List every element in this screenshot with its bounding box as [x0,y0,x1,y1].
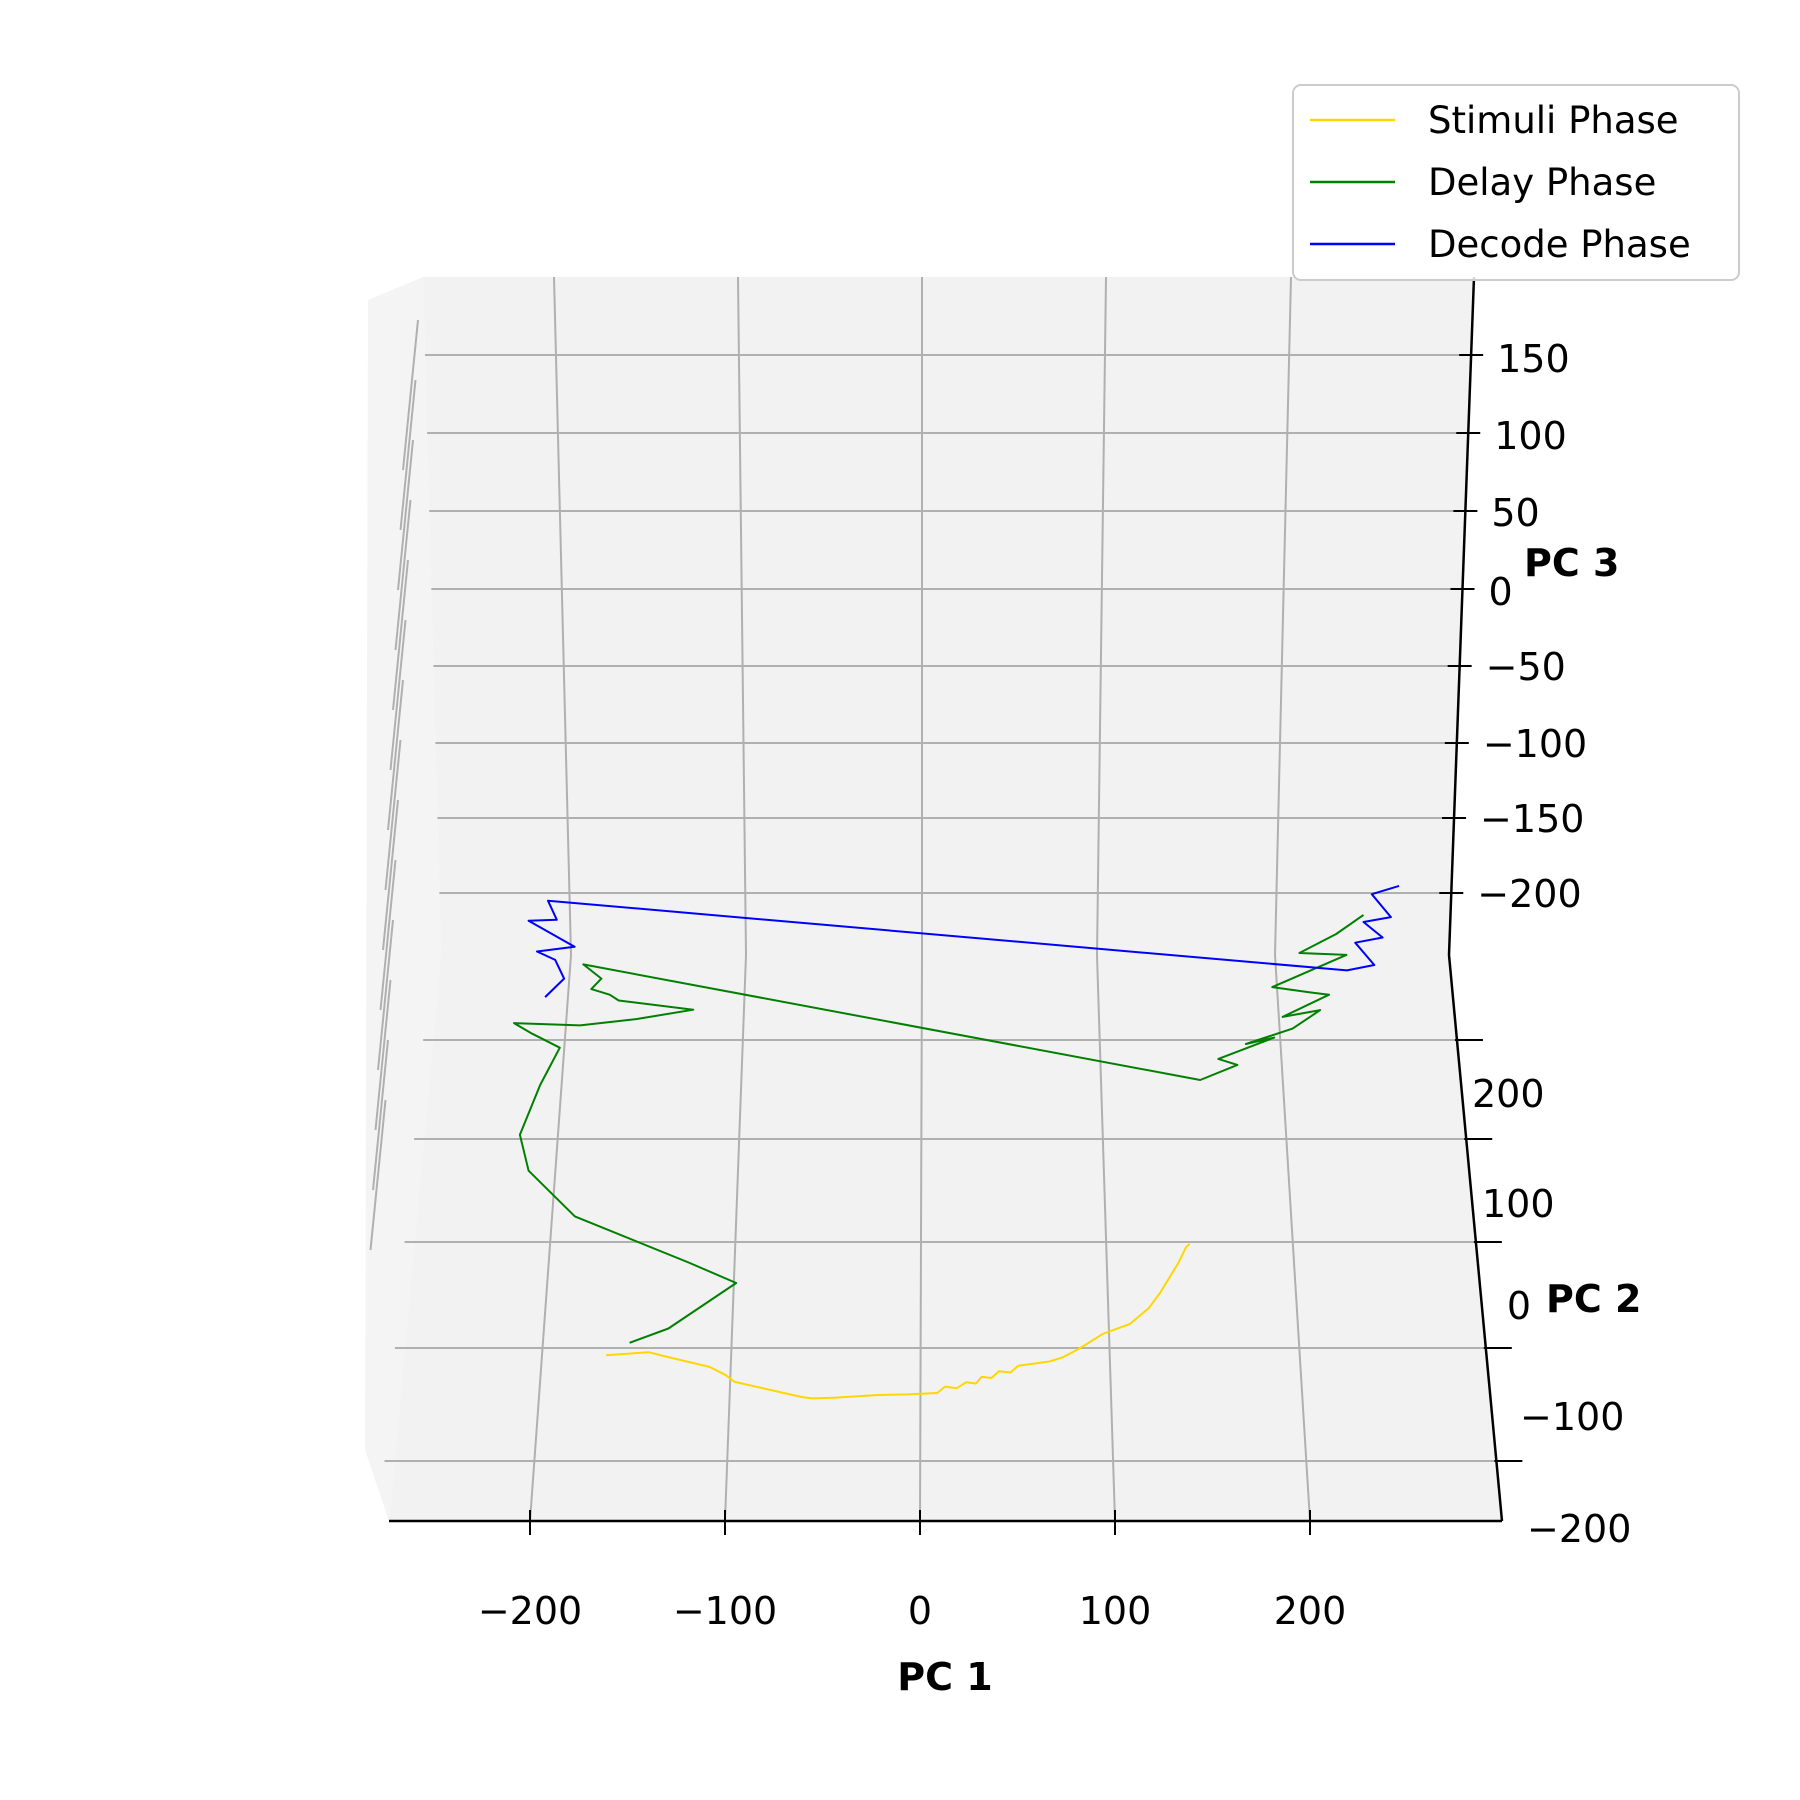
series-line-stimuli-phase [606,1243,1191,1400]
x-tick-label: 200 [1274,1589,1347,1633]
side-gridline [392,559,409,711]
y-tick-label: 200 [1472,1072,1545,1116]
tick-marks [529,354,1523,1535]
z-tick-label: 50 [1491,491,1539,535]
z-axis-title: PC 3 [1524,541,1619,585]
legend: Stimuli Phase Delay Phase Decode Phase [1292,84,1740,281]
side-gridline [399,379,417,531]
z-tick-label: −50 [1486,645,1566,689]
side-gridline [394,499,412,651]
side-gridline [397,439,414,591]
x-gridline-floor [1096,954,1116,1522]
z-tick-label: −100 [1483,722,1587,766]
side-gridline [402,319,419,471]
y-axis-line [1447,954,1504,1522]
x-gridline-floor [919,954,923,1522]
z-tick-label: 0 [1488,570,1512,614]
side-gridline [369,1099,387,1251]
y-tick-label: −200 [1527,1507,1631,1551]
x-gridline-floor [529,954,572,1522]
legend-label: Delay Phase [1428,161,1656,204]
floor-pane [389,955,1502,1521]
back-pane [423,277,1474,955]
z-axis-line [1447,276,1476,956]
legend-label: Decode Phase [1428,223,1691,266]
y-tick-label: 100 [1482,1182,1555,1226]
series-line-decode-phase [527,884,1400,998]
x-tick-label: −100 [673,1589,777,1633]
z-tick-label: 100 [1494,414,1567,458]
x-tick-label: −200 [478,1589,582,1633]
tick-labels: 150 100 50 0 −50 −100 −150 −200 −200 −100 0 100 200 2… [478,337,1632,1633]
legend-box [1292,84,1740,281]
side-gridline [377,919,394,1071]
x-gridline-floor [1274,954,1311,1522]
x-gridline-back [1274,276,1292,956]
z-tick-label: −150 [1480,797,1584,841]
y-tick-label: 0 [1507,1284,1531,1328]
side-gridline [374,979,392,1131]
side-pane [365,277,441,1521]
z-tick-label: −200 [1477,872,1581,916]
y-axis-title: PC 2 [1546,1277,1641,1321]
y-tick-label: −100 [1520,1395,1624,1439]
x-gridline-floor [724,954,747,1522]
data-series [513,884,1400,1400]
x-gridline-back [1096,276,1107,956]
side-gridline [387,679,404,831]
side-gridline [389,619,407,771]
x-gridline-back [737,276,747,956]
gridlines [369,276,1497,1522]
side-gridline [384,739,402,891]
x-axis-title: PC 1 [897,1655,992,1699]
x-gridline-back [553,276,572,956]
legend-label: Stimuli Phase [1428,99,1679,142]
side-gridline [382,799,399,951]
axis-lines [389,276,1504,1523]
x-tick-label: 0 [908,1589,932,1633]
side-gridline [379,859,397,1011]
z-tick-label: 150 [1497,337,1570,381]
x-tick-label: 100 [1079,1589,1152,1633]
side-gridline [372,1039,389,1191]
series-line-delay-phase [513,914,1365,1344]
